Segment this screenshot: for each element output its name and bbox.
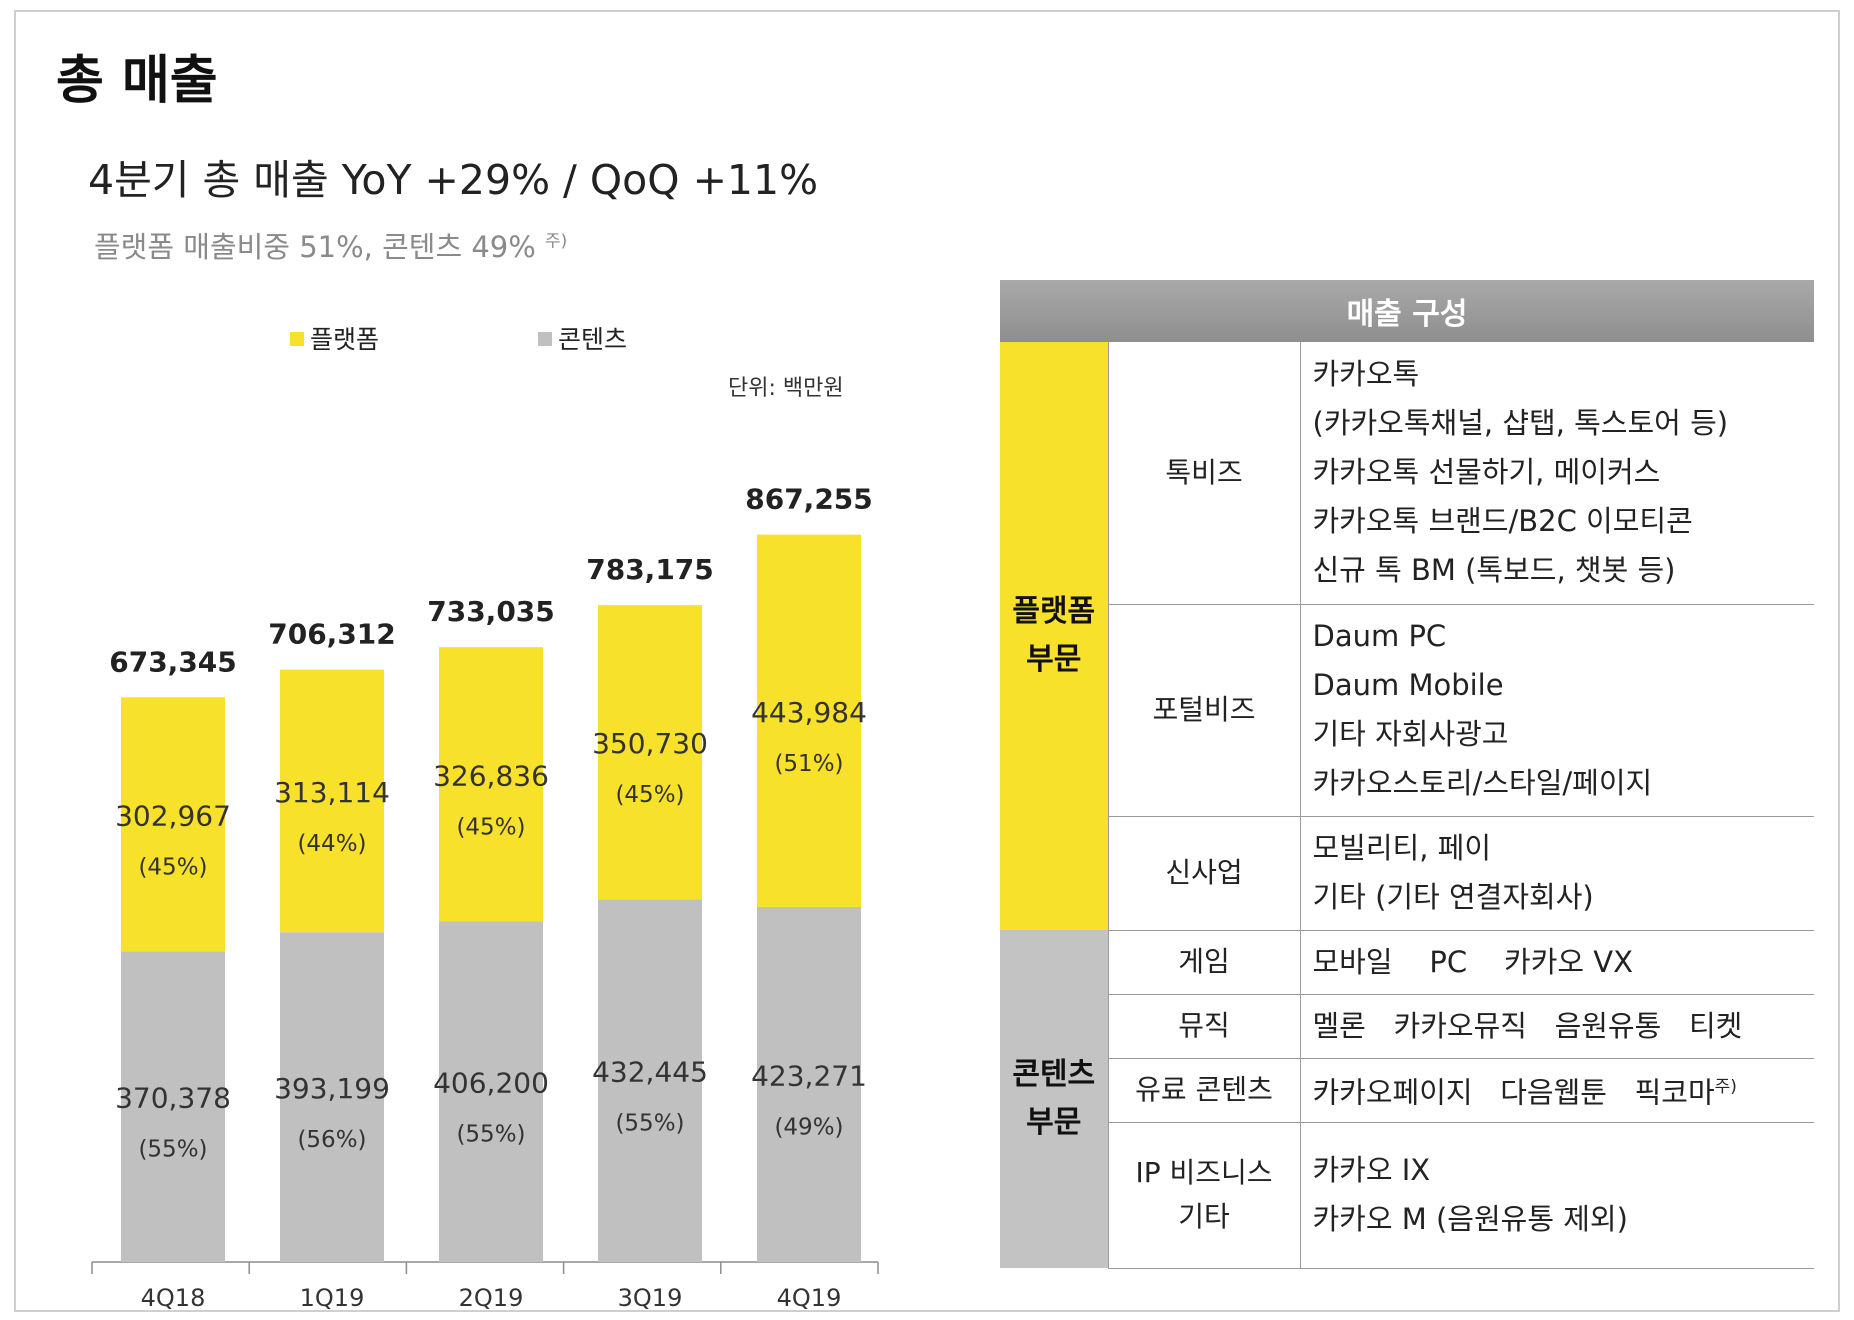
items-music: 멜론 카카오뮤직 음원유통 티켓: [1300, 994, 1815, 1059]
list-item: 신규 톡 BM (톡보드, 챗봇 등): [1312, 553, 1676, 588]
data-label-platform-1Q19: 313,114: [274, 776, 390, 809]
segment-platform-line-1: 플랫폼: [1012, 594, 1096, 629]
items-paid-content: 카카오페이지 다음웹툰 픽코마주): [1300, 1058, 1815, 1123]
bar-platform-3Q19: [598, 605, 702, 900]
items-game: 모바일 PC 카카오 VX: [1300, 930, 1815, 995]
bar-platform-4Q18: [121, 697, 225, 952]
total-label-2Q19: 733,035: [427, 595, 555, 628]
share-label-content-2Q19: (55%): [456, 1122, 525, 1148]
items-ip-business: 카카오 IX 카카오 M (음원유통 제외): [1300, 1122, 1815, 1269]
total-label-1Q19: 706,312: [268, 618, 396, 651]
category-ip-business-line-2: 기타: [1178, 1200, 1230, 1233]
page-title: 총 매출: [56, 51, 218, 111]
x-tick-label-3Q19: 3Q19: [618, 1284, 683, 1312]
items-new-business: 모빌리티, 페이 기타 (기타 연결자회사): [1300, 816, 1815, 931]
x-tick-label-4Q18: 4Q18: [141, 1284, 206, 1312]
bar-platform-2Q19: [439, 647, 543, 922]
segment-content: 콘텐츠 부문: [1000, 930, 1108, 1268]
legend-label-content: 콘텐츠: [558, 325, 628, 354]
list-item: 카카오스토리/스타일/페이지: [1312, 766, 1653, 800]
legend-swatch-content: [538, 332, 552, 346]
data-label-platform-4Q19: 443,984: [751, 696, 867, 729]
data-label-platform-4Q18: 302,967: [115, 799, 231, 832]
list-item: 모빌리티, 페이: [1312, 831, 1492, 865]
list-item: 모바일 PC 카카오 VX: [1312, 944, 1634, 979]
share-label-platform-2Q19: (45%): [456, 814, 525, 840]
share-label-content-4Q19: (49%): [774, 1114, 843, 1140]
composition-header: 매출 구성: [1000, 280, 1815, 342]
segment-content-line-2: 부문: [1026, 1105, 1082, 1140]
category-ip-business: IP 비즈니스 기타: [1107, 1122, 1301, 1269]
list-item: 카카오페이지 다음웹툰 픽코마주): [1313, 1063, 1815, 1118]
x-tick-label-4Q19: 4Q19: [777, 1284, 842, 1312]
category-ip-business-line-1: IP 비즈니스: [1135, 1156, 1273, 1189]
items-portalbiz: Daum PC Daum Mobile 기타 자회사광고 카카오스토리/스타일/…: [1300, 604, 1815, 817]
total-label-4Q19: 867,255: [745, 483, 873, 516]
items-talkbiz: 카카오톡 (카카오톡채널, 샵탭, 톡스토어 등) 카카오톡 선물하기, 메이커…: [1300, 342, 1815, 605]
category-portalbiz: 포털비즈: [1107, 604, 1301, 817]
list-item: 카카오톡 선물하기, 메이커스: [1312, 455, 1661, 490]
category-talkbiz: 톡비즈: [1107, 342, 1301, 605]
list-item: 카카오톡 브랜드/B2C 이모티콘: [1312, 504, 1693, 539]
data-label-content-2Q19: 406,200: [433, 1067, 549, 1100]
bar-platform-4Q19: [757, 534, 861, 907]
list-item: (카카오톡채널, 샵탭, 톡스토어 등): [1312, 406, 1729, 441]
bar-platform-1Q19: [280, 669, 384, 933]
data-label-content-3Q19: 432,445: [592, 1056, 708, 1089]
share-label-content-1Q19: (56%): [297, 1127, 366, 1153]
share-label-platform-1Q19: (44%): [297, 831, 366, 857]
footnote-marker: 주): [1714, 1076, 1737, 1097]
category-paid-content: 유료 콘텐츠: [1107, 1058, 1301, 1123]
share-label-platform-3Q19: (45%): [615, 782, 684, 808]
category-music: 뮤직: [1107, 994, 1301, 1059]
unit-label: 단위: 백만원: [728, 376, 844, 401]
subline: 플랫폼 매출비중 51%, 콘텐츠 49% 주): [94, 224, 567, 266]
list-item: Daum PC: [1312, 619, 1447, 653]
headline: 4분기 총 매출 YoY +29% / QoQ +11%: [88, 156, 819, 204]
segment-platform: 플랫폼 부문: [1000, 342, 1108, 930]
bar-content-4Q19: [757, 906, 861, 1262]
bar-content-2Q19: [439, 921, 543, 1262]
bar-content-1Q19: [280, 932, 384, 1262]
legend-label-platform: 플랫폼: [310, 325, 380, 354]
list-item: Daum Mobile: [1312, 668, 1504, 702]
revenue-composition-table: 매출 구성 플랫폼 부문 톡비즈 카카오톡 (카카오톡채널, 샵탭, 톡스토어 …: [1000, 280, 1815, 1269]
subline-text: 플랫폼 매출비중 51%, 콘텐츠 49%: [94, 230, 536, 264]
list-item: 카카오 M (음원유통 제외): [1312, 1202, 1628, 1236]
data-label-content-4Q18: 370,378: [115, 1082, 231, 1115]
segment-platform-line-2: 부문: [1026, 642, 1082, 677]
revenue-chart: 370,378 (55%) 302,967 (45%) 673,345 4Q18 393,1…: [91, 483, 879, 1312]
list-item: 기타 자회사광고: [1312, 717, 1509, 751]
list-item: 카카오 IX: [1312, 1153, 1431, 1187]
legend-item-content: 콘텐츠: [538, 320, 627, 356]
category-new-business: 신사업: [1107, 816, 1301, 931]
share-label-platform-4Q18: (45%): [138, 854, 207, 880]
x-tick-label-2Q19: 2Q19: [459, 1284, 524, 1312]
data-label-content-4Q19: 423,271: [751, 1059, 867, 1092]
list-item: 카카오톡: [1312, 357, 1420, 392]
data-label-platform-2Q19: 326,836: [433, 759, 549, 792]
list-item: 기타 (기타 연결자회사): [1312, 880, 1594, 914]
data-label-content-1Q19: 393,199: [274, 1072, 390, 1105]
total-label-4Q18: 673,345: [109, 645, 237, 678]
category-game: 게임: [1107, 930, 1301, 995]
legend-item-platform: 플랫폼: [290, 320, 379, 356]
share-label-platform-4Q19: (51%): [774, 751, 843, 777]
legend-swatch-platform: [290, 332, 304, 346]
list-item: 멜론 카카오뮤직 음원유통 티켓: [1312, 1008, 1743, 1043]
share-label-content-4Q18: (55%): [138, 1137, 207, 1163]
bar-content-3Q19: [598, 899, 702, 1262]
share-label-content-3Q19: (55%): [615, 1111, 684, 1137]
list-item-text: 카카오페이지 다음웹툰 픽코마: [1312, 1075, 1715, 1110]
total-label-3Q19: 783,175: [586, 553, 714, 586]
subline-note: 주): [545, 231, 568, 252]
bar-content-4Q18: [121, 951, 225, 1262]
segment-content-line-1: 콘텐츠: [1012, 1057, 1096, 1092]
x-tick-label-1Q19: 1Q19: [300, 1284, 365, 1312]
data-label-platform-3Q19: 350,730: [592, 727, 708, 760]
